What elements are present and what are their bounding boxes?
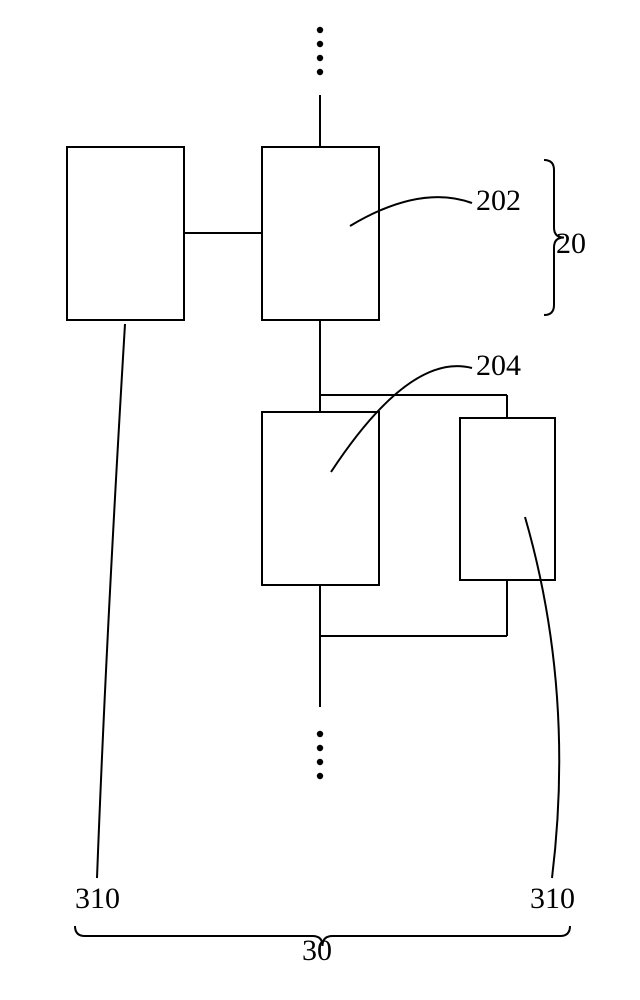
label-30: 30 [302,934,332,967]
label-204: 204 [476,349,521,382]
ellipsis-top [317,27,323,75]
label-20: 20 [556,227,586,260]
label-310-left: 310 [75,882,120,915]
block-310-left [67,147,184,320]
label-310-right: 310 [530,882,575,915]
block-310-right [460,418,555,580]
block-202 [262,147,379,320]
ellipsis-bottom [317,731,323,779]
leader-310-left [97,324,125,878]
block-204 [262,412,379,585]
label-202: 202 [476,184,521,217]
